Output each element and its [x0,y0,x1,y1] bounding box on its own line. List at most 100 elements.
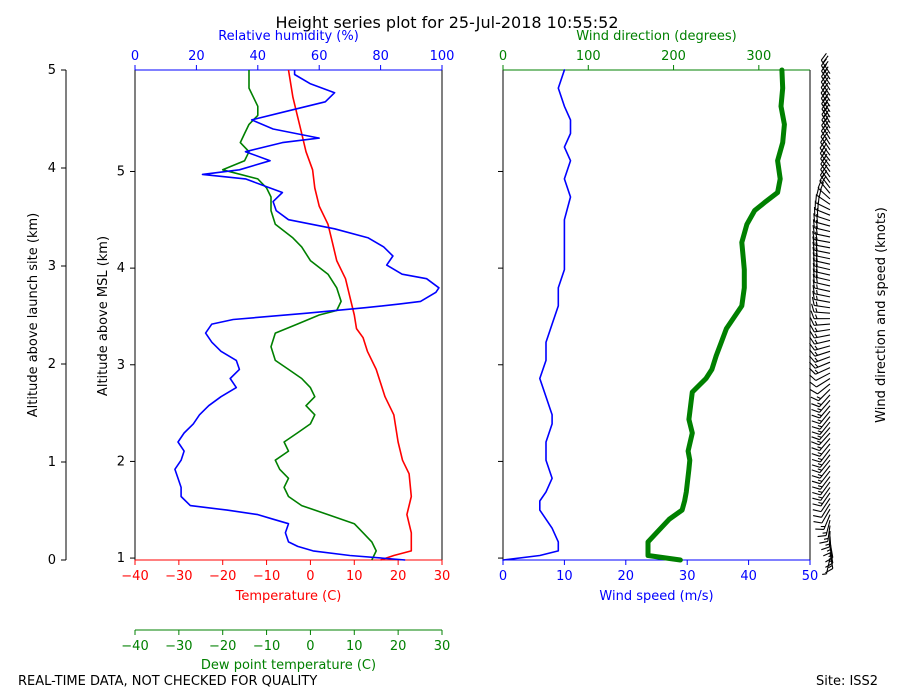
wind-barb-flag [810,396,819,402]
wind-barb-flag [811,464,821,468]
wind-barb-half-flag [817,408,822,411]
outer-altitude-label: Altitude above launch site (km) [26,213,41,417]
wind-barb-flag [811,420,821,425]
temperature-tick-label: −40 [121,569,148,584]
wind-barb-half-flag [817,440,822,444]
wind-barb [812,241,831,254]
wind-barb-flag [815,236,818,246]
wind-barb-flag [820,52,827,61]
wind-barb-flag [812,268,815,277]
wind-barb [821,96,831,118]
rh-tick-label: 40 [250,49,267,64]
dewpoint-tick-label: −20 [209,639,236,654]
wdir-tick-label: 0 [499,49,507,64]
wind-barb [819,525,831,544]
wind-barb-flag [813,213,816,222]
msl-altitude-tick-label: 1 [117,551,125,566]
wind-barb [812,262,831,276]
wind-barb [812,285,831,298]
wind-barb-staff [814,361,831,369]
wind-barb-flag [811,441,820,446]
wind-barb-half-flag [814,320,818,326]
wind-barb-half-flag [817,435,822,438]
wind-barb-staff [820,497,831,512]
wind-barb-half-flag [817,485,823,488]
outer-altitude-tick-label: 1 [48,455,56,470]
wind-barb [811,465,831,479]
wind-barb-half-flag [818,501,823,505]
wind-barb-flag [815,274,818,284]
wind-barb [813,213,831,227]
msl-altitude-tick-label: 3 [117,358,125,373]
wind-barb-staff [820,481,831,496]
wind-barb-half-flag [817,446,822,449]
wind-barb-half-flag [822,573,827,575]
wind-barb [811,303,831,314]
temperature-tick-label: 30 [434,569,451,584]
wind-barb [811,421,831,436]
wind-barb-flag [812,486,821,490]
wind-barb [812,279,831,292]
wind-barb-half-flag [817,424,823,428]
wind-barb [812,481,831,496]
wind-barb-half-flag [823,537,829,540]
wspd-tick-label: 20 [618,569,635,584]
wind-barb-flag [815,231,818,241]
wind-barb-flag [812,290,815,300]
outer-altitude-tick-label: 3 [48,259,56,274]
wind-barb-flag [812,509,822,513]
wind-barb-flag [815,225,818,235]
wind-barb [812,497,831,513]
wind-barb-half-flag [818,490,823,493]
wind-barb [811,296,831,309]
wind-barb-flag [811,458,821,463]
wind-barb-staff [819,416,831,430]
temperature-line [287,69,413,561]
wind-barb-flag [822,93,829,102]
wind-barb [812,492,831,507]
wind-barb-half-flag [815,295,818,300]
dewpoint-tick-label: 10 [346,639,363,654]
wind-barb-flag [809,330,815,339]
wspd-axis-label: Wind speed (m/s) [599,589,713,604]
wind-barb-flag [811,447,820,452]
wind-barb [811,405,831,419]
wind-barb-flag [825,568,834,574]
wind-barb-flag [822,99,829,107]
wind-barb-flag [815,219,818,229]
rh-tick-label: 0 [131,49,139,64]
wind-barb-flag [821,101,828,110]
wind-barb-flag [821,546,830,551]
wind-barb-flag [822,120,829,129]
wind-barb-staff [819,405,831,419]
wind-barb-staff [819,465,831,479]
wind-barb [812,225,831,238]
wind-barb-flag [811,296,815,306]
wind-barb-flag [812,273,815,283]
wind-barb-flag [822,115,830,123]
wind-barb-flag [812,503,822,507]
wind-barb-flag [812,246,815,256]
wind-barb-half-flag [814,333,818,338]
wind-barb-flag [811,426,821,430]
wind-barb-half-flag [817,430,823,433]
temperature-tick-label: 10 [346,569,363,584]
dewpoint-line [221,70,378,561]
wind-barb-half-flag [817,473,823,477]
wind-barb-half-flag [817,413,822,417]
wind-barb-flag [812,219,815,228]
wind-barb-half-flag [814,351,819,356]
wind-barb-flag [815,263,818,273]
wind-barb-flag [821,96,828,104]
wind-barb [811,399,831,413]
rh-tick-label: 100 [430,49,455,64]
outer-altitude-tick-label: 0 [48,553,56,568]
wind-barb-flag [812,236,815,245]
wind-barb [809,349,831,357]
left-panel: 0 1 2 3 4 5 Altitude above launch site (km) 1 2 3… [26,29,454,673]
dewpoint-tick-label: −30 [165,639,192,654]
wind-barb [809,336,831,345]
wind-barb-half-flag [822,532,827,534]
wind-barb-flag [813,521,822,524]
